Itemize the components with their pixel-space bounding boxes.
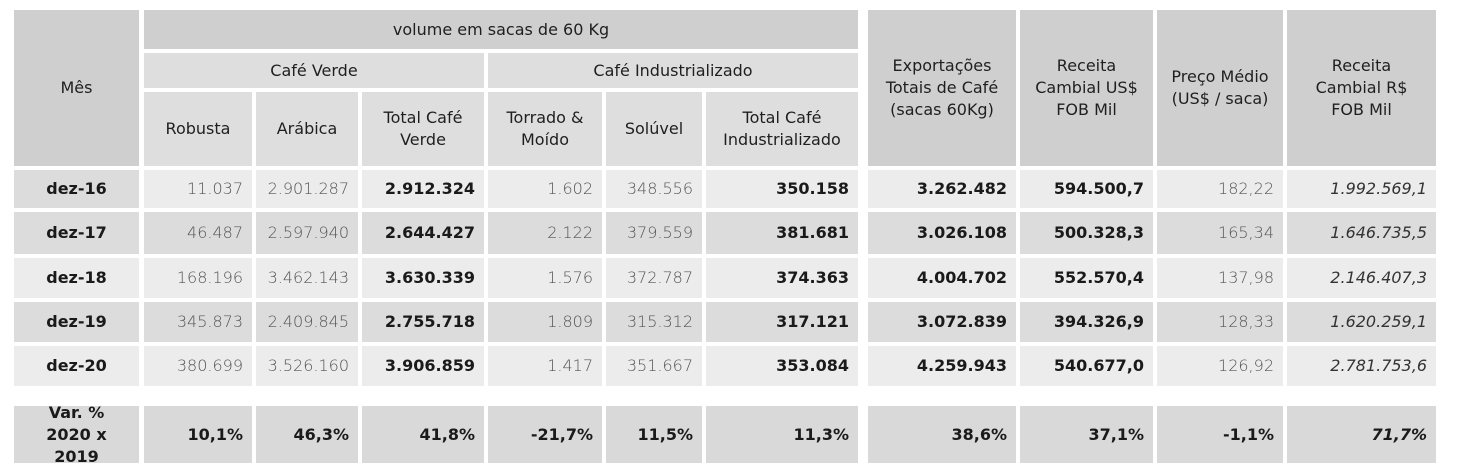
- cell-total-verde: 2.755.718: [362, 302, 484, 342]
- cell-arabica: 2.409.845: [256, 302, 358, 342]
- row-mes: dez-20: [14, 346, 139, 386]
- var-exportacoes: 38,6%: [868, 406, 1016, 463]
- cell-total-verde: 3.630.339: [362, 258, 484, 298]
- cell-receita-brl: 1.646.735,5: [1287, 212, 1436, 254]
- variation-label: Var. % 2020 x 2019: [14, 403, 139, 466]
- row-mes: dez-17: [14, 212, 139, 254]
- cell-preco: 137,98: [1157, 258, 1283, 298]
- cell-robusta: 168.196: [144, 258, 252, 298]
- cell-torrado: 2.122: [488, 212, 602, 254]
- cell-receita-usd: 594.500,7: [1020, 170, 1153, 208]
- var-total-verde: 41,8%: [362, 406, 484, 463]
- header-exportacoes: Exportações Totais de Café (sacas 60Kg): [868, 10, 1016, 166]
- cell-torrado: 1.417: [488, 346, 602, 386]
- var-soluvel: 11,5%: [606, 406, 702, 463]
- cell-torrado: 1.576: [488, 258, 602, 298]
- cell-preco: 182,22: [1157, 170, 1283, 208]
- cell-receita-usd: 552.570,4: [1020, 258, 1153, 298]
- header-torrado-moido: Torrado & Moído: [488, 92, 602, 166]
- header-receita-brl: Receita Cambial R$ FOB Mil: [1287, 10, 1436, 166]
- var-receita-brl: 71,7%: [1287, 406, 1436, 463]
- row-mes: dez-19: [14, 302, 139, 342]
- cell-soluvel: 351.667: [606, 346, 702, 386]
- cell-total-industrializado: 381.681: [706, 212, 858, 254]
- var-receita-usd: 37,1%: [1020, 406, 1153, 463]
- var-robusta: 10,1%: [144, 406, 252, 463]
- cell-torrado: 1.809: [488, 302, 602, 342]
- cell-torrado: 1.602: [488, 170, 602, 208]
- cell-preco: 126,92: [1157, 346, 1283, 386]
- header-receita-usd: Receita Cambial US$ FOB Mil: [1020, 10, 1153, 166]
- cell-total-industrializado: 317.121: [706, 302, 858, 342]
- cell-arabica: 3.462.143: [256, 258, 358, 298]
- cell-arabica: 2.597.940: [256, 212, 358, 254]
- header-preco-medio: Preço Médio (US$ / saca): [1157, 10, 1283, 166]
- header-arabica: Arábica: [256, 92, 358, 166]
- cell-exportacoes: 3.262.482: [868, 170, 1016, 208]
- cell-receita-brl: 2.146.407,3: [1287, 258, 1436, 298]
- header-total-cafe-verde: Total Café Verde: [362, 92, 484, 166]
- var-total-industrializado: 11,3%: [706, 406, 858, 463]
- cell-exportacoes: 3.026.108: [868, 212, 1016, 254]
- header-mes: Mês: [14, 10, 139, 166]
- header-soluvel: Solúvel: [606, 92, 702, 166]
- cell-soluvel: 315.312: [606, 302, 702, 342]
- cell-soluvel: 372.787: [606, 258, 702, 298]
- cell-receita-brl: 1.620.259,1: [1287, 302, 1436, 342]
- row-mes: dez-16: [14, 170, 139, 208]
- cell-robusta: 380.699: [144, 346, 252, 386]
- cell-preco: 165,34: [1157, 212, 1283, 254]
- cell-robusta: 46.487: [144, 212, 252, 254]
- cell-total-industrializado: 350.158: [706, 170, 858, 208]
- cell-robusta: 345.873: [144, 302, 252, 342]
- var-preco: -1,1%: [1157, 406, 1283, 463]
- cell-receita-usd: 500.328,3: [1020, 212, 1153, 254]
- cell-receita-brl: 1.992.569,1: [1287, 170, 1436, 208]
- cell-robusta: 11.037: [144, 170, 252, 208]
- cell-soluvel: 348.556: [606, 170, 702, 208]
- cell-preco: 128,33: [1157, 302, 1283, 342]
- cell-arabica: 2.901.287: [256, 170, 358, 208]
- header-total-cafe-industrializado: Total Café Industrializado: [706, 92, 858, 166]
- cell-arabica: 3.526.160: [256, 346, 358, 386]
- header-cafe-industrializado: Café Industrializado: [488, 53, 858, 88]
- cell-total-industrializado: 353.084: [706, 346, 858, 386]
- cell-total-verde: 3.906.859: [362, 346, 484, 386]
- cell-exportacoes: 3.072.839: [868, 302, 1016, 342]
- header-cafe-verde: Café Verde: [144, 53, 484, 88]
- header-volume: volume em sacas de 60 Kg: [144, 10, 858, 49]
- cell-total-verde: 2.912.324: [362, 170, 484, 208]
- var-arabica: 46,3%: [256, 406, 358, 463]
- cell-receita-usd: 540.677,0: [1020, 346, 1153, 386]
- cell-total-verde: 2.644.427: [362, 212, 484, 254]
- cell-exportacoes: 4.004.702: [868, 258, 1016, 298]
- cell-exportacoes: 4.259.943: [868, 346, 1016, 386]
- cell-receita-brl: 2.781.753,6: [1287, 346, 1436, 386]
- row-mes: dez-18: [14, 258, 139, 298]
- cell-receita-usd: 394.326,9: [1020, 302, 1153, 342]
- cell-soluvel: 379.559: [606, 212, 702, 254]
- var-torrado: -21,7%: [488, 406, 602, 463]
- cell-total-industrializado: 374.363: [706, 258, 858, 298]
- header-robusta: Robusta: [144, 92, 252, 166]
